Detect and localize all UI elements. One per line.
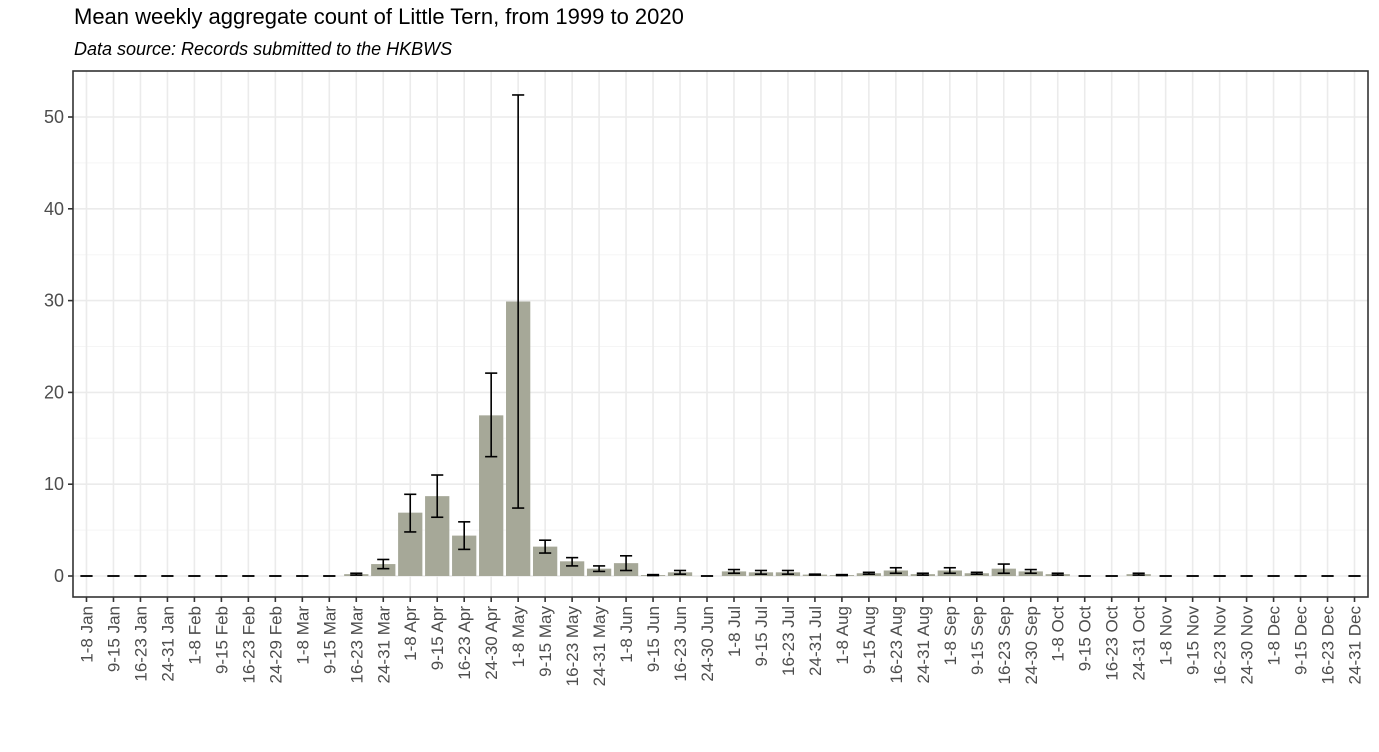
error-bar [485,372,498,458]
x-axis: 1-8 Jan 9-15 Jan 16-23 Jan 24-31 Jan 1-8 Feb… [77,597,1365,687]
error-bar [943,566,956,575]
error-bar [539,539,552,554]
y-tick-label: 10 [44,474,64,494]
error-bar [350,572,363,576]
y-tick-label: 0 [54,566,64,586]
error-bar [377,558,390,570]
x-tick-label: 9-15 Jun [644,606,663,672]
x-tick-label: 24-31 Aug [914,606,933,684]
x-tick-label: 1-8 Jan [77,606,96,663]
x-tick-label: 9-15 Dec [1292,606,1311,675]
x-tick-label: 9-15 Apr [428,606,447,671]
x-tick-label: 16-23 Feb [239,606,258,684]
x-tick-label: 16-23 Mar [347,606,366,684]
error-bar [404,493,417,533]
error-bar [1024,568,1037,575]
y-tick-label: 30 [44,291,64,311]
x-tick-label: 16-23 Sep [995,606,1014,684]
x-tick-label: 16-23 Nov [1211,606,1230,685]
error-bar [808,573,821,576]
x-tick-label: 1-8 Nov [1157,606,1176,666]
x-tick-label: 24-31 Jan [158,606,177,682]
y-axis: 0 10 20 30 40 50 [44,107,73,586]
x-tick-label: 16-23 Oct [1103,606,1122,681]
error-bar [620,555,633,572]
x-tick-label: 1-8 Feb [185,606,204,665]
x-tick-label: 24-30 Jun [698,606,717,682]
x-tick-label: 24-30 Apr [482,606,501,680]
x-tick-label: 9-15 Oct [1076,606,1095,671]
x-tick-label: 16-23 Aug [887,606,906,684]
x-tick-label: 9-15 Feb [212,606,231,674]
x-tick-label: 1-8 Sep [941,606,960,666]
x-tick-label: 1-8 Oct [1049,606,1068,662]
error-bar [970,571,983,575]
error-bar [673,569,687,575]
x-tick-label: 9-15 Jan [104,606,123,672]
y-tick-label: 40 [44,199,64,219]
x-tick-label: 24-31 May [590,606,609,687]
error-bar [781,569,795,575]
x-tick-label: 9-15 Jul [752,606,771,666]
x-tick-label: 9-15 May [536,606,555,677]
error-bars [80,94,1361,577]
bar [586,568,612,576]
y-tick-label: 50 [44,107,64,127]
error-bar [862,571,875,575]
error-bar [566,556,579,567]
x-tick-label: 1-8 Aug [833,606,852,665]
bar [371,564,396,576]
error-bar [593,565,606,573]
error-bar [727,568,741,575]
y-tick-label: 20 [44,382,64,402]
error-bar [646,573,660,577]
x-tick-label: 9-15 Nov [1184,606,1203,675]
error-bar [512,94,525,509]
x-tick-label: 1-8 Jul [725,606,744,657]
grid-lines [73,70,1368,597]
x-tick-label: 1-8 May [509,606,528,668]
chart-subtitle: Data source: Records submitted to the HK… [74,39,453,59]
x-tick-label: 9-15 Sep [968,606,987,675]
x-tick-label: 16-23 Jun [671,606,690,682]
x-tick-label: 24-29 Feb [266,606,285,684]
error-bar [754,569,768,575]
error-bar [431,474,444,519]
x-tick-label: 24-31 Dec [1346,606,1365,685]
x-tick-label: 16-23 Dec [1319,606,1338,685]
x-tick-label: 16-23 Jan [131,606,150,682]
error-bar [916,572,929,576]
error-bar [835,573,848,577]
panel-border [72,70,1369,598]
x-tick-label: 16-23 Jul [779,606,798,676]
error-bar [1132,572,1145,576]
x-tick-label: 16-23 Apr [455,606,474,680]
x-tick-label: 24-31 Jul [806,606,825,676]
x-tick-label: 24-30 Sep [1022,606,1041,684]
x-tick-label: 24-30 Nov [1238,606,1257,685]
error-bar [458,521,471,551]
error-bar [1051,572,1064,576]
x-tick-label: 24-31 Oct [1130,606,1149,681]
bar [559,561,585,576]
chart-title: Mean weekly aggregate count of Little Te… [74,4,684,29]
x-tick-label: 1-8 Apr [401,606,420,661]
x-tick-label: 1-8 Dec [1265,606,1284,666]
error-bar [997,563,1010,575]
x-tick-label: 1-8 Jun [617,606,636,663]
x-tick-label: 16-23 May [563,606,582,687]
x-tick-label: 24-31 Mar [374,606,393,684]
error-bar [889,566,902,575]
x-tick-label: 9-15 Mar [320,606,339,674]
x-tick-label: 1-8 Mar [293,606,312,665]
x-tick-label: 9-15 Aug [860,606,879,674]
